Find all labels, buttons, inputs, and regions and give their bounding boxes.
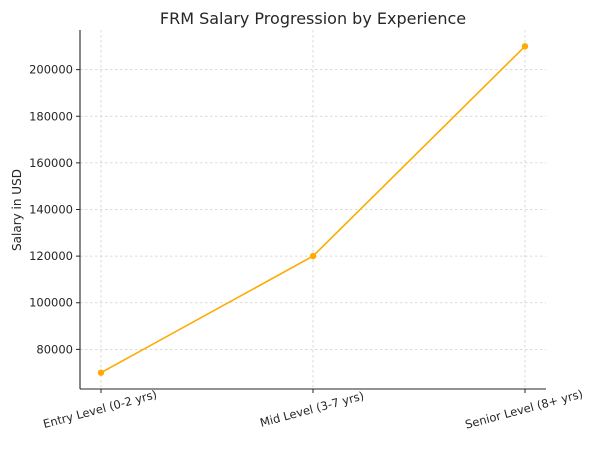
series (97, 43, 529, 376)
y-tick-label: 140000 (29, 203, 73, 217)
y-tick-label: 80000 (36, 342, 73, 356)
data-point (521, 43, 529, 50)
data-point (97, 369, 105, 376)
y-tick-label: 160000 (29, 156, 73, 170)
y-tick-label: 200000 (29, 63, 73, 77)
chart-title: FRM Salary Progression by Experience (160, 9, 466, 28)
y-tick-label: 180000 (29, 109, 73, 123)
axes: 80000 100000 120000 140000 160000 180000 20000… (29, 30, 584, 432)
x-tick-label: Mid Level (3-7 yrs) (258, 389, 365, 430)
y-axis-label: Salary in USD (10, 169, 24, 251)
data-point (309, 252, 317, 260)
grid (80, 30, 546, 389)
x-tick-label: Entry Level (0-2 yrs) (42, 387, 159, 431)
y-tick-label: 120000 (29, 249, 73, 263)
x-tick-label: Senior Level (8+ yrs) (464, 387, 585, 432)
y-tick-label: 100000 (29, 296, 73, 310)
